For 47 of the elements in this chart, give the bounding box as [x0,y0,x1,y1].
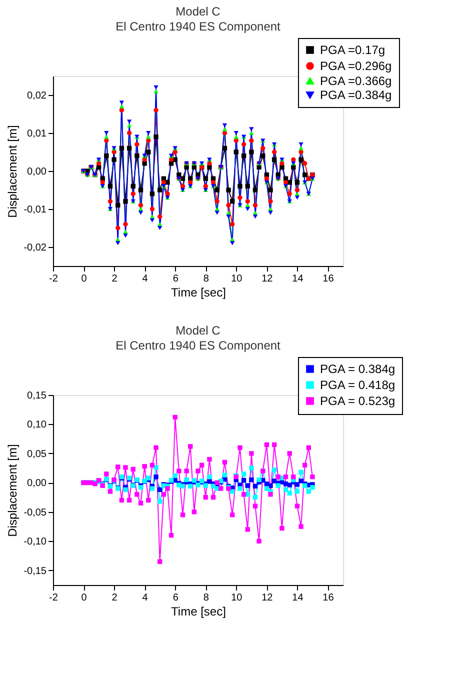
x-tick-label: 16 [322,274,334,284]
y-tick-label: 0,10 [27,420,47,431]
x-axis-title: Time [sec] [171,286,226,300]
x-tick-label: 6 [172,274,179,284]
x-tick-label: 8 [203,592,210,604]
legend-label: PGA = 0.523g [320,394,396,408]
x-tick-label: 6 [172,592,179,604]
x-tick-label: -2 [49,274,58,284]
x-tick-label: 8 [203,274,210,284]
legend-label: PGA =0.17g [320,43,386,57]
legend-label: PGA =0.296g [320,59,392,73]
legend-label: PGA = 0.384g [320,362,396,376]
y-tick-label: 0,05 [27,448,47,460]
chart-subtitle: El Centro 1940 ES Component [116,338,282,352]
legend-label: PGA = 0.418g [320,378,396,392]
y-tick-label: 0,15 [27,390,47,402]
y-axis-title: Displacement [m] [6,444,20,537]
chart-title: Model C [176,324,221,338]
x-tick-label: 4 [142,592,148,604]
y-tick-label: 0,00 [27,166,47,178]
x-tick-label: 12 [262,592,274,604]
x-tick-label: 14 [292,274,304,284]
legend-label: PGA =0.384g [320,88,392,102]
y-tick-label: 0,02 [27,90,47,102]
x-tick-label: 16 [322,592,334,604]
y-tick-label: -0,05 [24,507,47,518]
y-tick-label: -0,15 [24,566,47,577]
x-tick-label: 2 [112,274,118,284]
x-tick-label: 14 [292,592,304,604]
y-tick-label: 0,00 [27,478,47,490]
y-axis-title: Displacement [m] [6,125,20,218]
y-tick-label: 0,01 [27,128,47,140]
x-tick-label: 0 [81,274,88,284]
y-tick-label: -0,01 [24,204,47,216]
chart-subtitle: El Centro 1940 ES Component [116,20,282,34]
x-tick-label: 0 [81,592,88,604]
y-tick-label: -0,10 [24,536,47,548]
y-tick-label: -0,02 [24,242,47,254]
chart-title: Model C [176,4,221,18]
legend-label: PGA =0.366g [320,74,392,88]
x-tick-label: 10 [231,592,243,604]
x-tick-label: -2 [49,592,58,604]
x-axis-title: Time [sec] [171,604,226,618]
x-tick-label: 4 [142,274,148,284]
x-tick-label: 2 [112,592,118,604]
x-tick-label: 10 [231,274,243,284]
x-tick-label: 12 [262,274,274,284]
